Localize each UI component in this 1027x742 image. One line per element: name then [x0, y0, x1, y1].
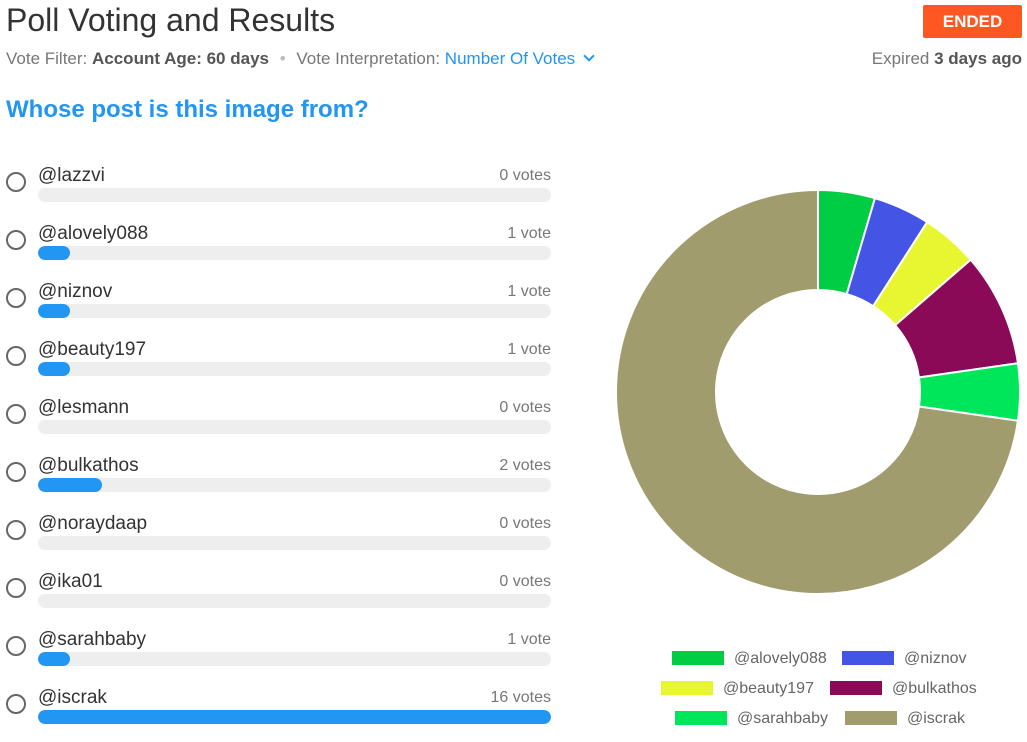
legend-swatch	[830, 681, 882, 695]
option-label: @beauty197	[38, 339, 147, 360]
option-vote-count: 0 votes	[499, 167, 551, 184]
vote-interpretation-dropdown[interactable]: Number Of Votes	[444, 49, 595, 68]
option-vote-count: 0 votes	[499, 515, 551, 532]
vote-bar-fill	[38, 304, 71, 318]
poll-options: @lazzvi 0 votes @alovely088 1 vote @niznov 1 …	[0, 160, 560, 740]
legend-swatch	[845, 711, 897, 725]
option-vote-count: 2 votes	[499, 457, 551, 474]
legend-item[interactable]: @beauty197	[661, 680, 814, 698]
poll-option[interactable]: @lesmann 0 votes	[0, 392, 560, 450]
poll-option[interactable]: @iscrak 16 votes	[0, 682, 560, 740]
donut-slice	[893, 258, 1020, 379]
option-vote-count: 1 vote	[507, 341, 551, 358]
vote-bar-fill	[38, 362, 71, 376]
vote-bar-track	[38, 536, 551, 550]
radio-button[interactable]	[6, 288, 26, 308]
legend-swatch	[842, 651, 894, 665]
radio-button[interactable]	[6, 636, 26, 656]
option-vote-count: 1 vote	[507, 283, 551, 300]
donut-slice	[917, 362, 1021, 422]
vote-bar-track	[38, 304, 551, 318]
vote-bar-track	[38, 652, 551, 666]
status-badge: ENDED	[923, 5, 1022, 38]
radio-button[interactable]	[6, 578, 26, 598]
vote-interpretation-value: Number Of Votes	[444, 49, 576, 68]
legend-item[interactable]: @niznov	[842, 650, 967, 668]
vote-bar-track	[38, 594, 551, 608]
vote-filter-label: Vote Filter:	[6, 49, 88, 68]
poll-option[interactable]: @lazzvi 0 votes	[0, 160, 560, 218]
option-label: @lazzvi	[38, 165, 105, 186]
vote-bar-track	[38, 246, 551, 260]
option-label: @noraydaap	[38, 513, 148, 534]
poll-option[interactable]: @ika01 0 votes	[0, 566, 560, 624]
poll-option[interactable]: @bulkathos 2 votes	[0, 450, 560, 508]
radio-button[interactable]	[6, 346, 26, 366]
legend-item[interactable]: @alovely088	[672, 650, 827, 668]
page-title: Poll Voting and Results	[6, 2, 336, 38]
legend-label: @alovely088	[734, 650, 827, 667]
option-label: @niznov	[38, 281, 113, 302]
vote-interpretation-label: Vote Interpretation:	[296, 49, 441, 68]
legend-item[interactable]: @bulkathos	[830, 680, 977, 698]
legend-label: @niznov	[904, 650, 967, 667]
option-vote-count: 0 votes	[499, 399, 551, 416]
donut-slice	[615, 188, 1020, 595]
legend-item[interactable]: @iscrak	[845, 710, 965, 728]
separator-dot: •	[279, 49, 286, 68]
legend-item[interactable]: @sarahbaby	[675, 710, 828, 728]
radio-button[interactable]	[6, 230, 26, 250]
vote-bar-track	[38, 362, 551, 376]
option-vote-count: 0 votes	[499, 573, 551, 590]
option-label: @sarahbaby	[38, 629, 147, 650]
option-vote-count: 16 votes	[490, 689, 551, 706]
legend-label: @bulkathos	[892, 680, 977, 697]
poll-option[interactable]: @noraydaap 0 votes	[0, 508, 560, 566]
legend-swatch	[661, 681, 713, 695]
expired-value: 3 days ago	[934, 49, 1022, 68]
legend-swatch	[672, 651, 724, 665]
chevron-down-icon	[583, 50, 595, 62]
legend-label: @beauty197	[723, 680, 814, 697]
radio-button[interactable]	[6, 694, 26, 714]
option-label: @bulkathos	[38, 455, 139, 476]
poll-option[interactable]: @niznov 1 vote	[0, 276, 560, 334]
vote-bar-fill	[38, 710, 551, 724]
donut-slice	[871, 220, 973, 327]
vote-bar-fill	[38, 246, 71, 260]
expired-status: Expired 3 days ago	[872, 49, 1022, 69]
vote-bar-track	[38, 478, 551, 492]
option-label: @alovely088	[38, 223, 149, 244]
donut-slice	[817, 188, 877, 296]
option-label: @iscrak	[38, 687, 107, 708]
vote-bar-fill	[38, 478, 103, 492]
legend-label: @iscrak	[907, 710, 966, 727]
donut-slice	[845, 196, 929, 308]
poll-option[interactable]: @beauty197 1 vote	[0, 334, 560, 392]
radio-button[interactable]	[6, 404, 26, 424]
vote-filter-value: Account Age: 60 days	[92, 49, 269, 68]
option-vote-count: 1 vote	[507, 225, 551, 242]
poll-option[interactable]: @sarahbaby 1 vote	[0, 624, 560, 682]
poll-option[interactable]: @alovely088 1 vote	[0, 218, 560, 276]
vote-filter-line: Vote Filter: Account Age: 60 days • Vote…	[6, 49, 595, 69]
radio-button[interactable]	[6, 520, 26, 540]
legend-label: @sarahbaby	[737, 710, 828, 727]
vote-bar-track	[38, 710, 551, 724]
option-label: @ika01	[38, 571, 103, 592]
vote-bar-track	[38, 420, 551, 434]
option-label: @lesmann	[38, 397, 130, 418]
poll-question: Whose post is this image from?	[6, 96, 369, 123]
legend-swatch	[675, 711, 727, 725]
expired-label: Expired	[871, 49, 930, 68]
vote-bar-track	[38, 188, 551, 202]
option-vote-count: 1 vote	[507, 631, 551, 648]
radio-button[interactable]	[6, 172, 26, 192]
radio-button[interactable]	[6, 462, 26, 482]
vote-bar-fill	[38, 652, 71, 666]
